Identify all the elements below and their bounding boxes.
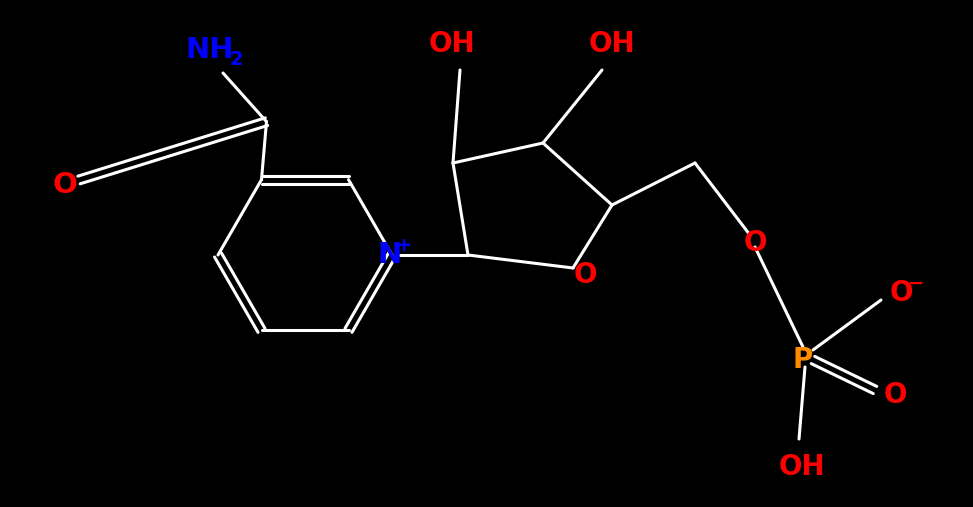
Text: O: O: [889, 279, 913, 307]
Text: OH: OH: [589, 30, 635, 58]
Text: N: N: [377, 241, 401, 269]
Text: OH: OH: [429, 30, 476, 58]
Text: NH: NH: [186, 36, 234, 64]
Text: P: P: [793, 346, 813, 374]
Text: O: O: [743, 229, 767, 257]
Text: O: O: [53, 171, 78, 199]
Text: O: O: [883, 381, 907, 409]
Text: 2: 2: [230, 50, 243, 68]
Text: OH: OH: [778, 453, 825, 481]
Text: −: −: [908, 273, 924, 293]
Text: +: +: [396, 235, 413, 255]
Text: O: O: [573, 261, 596, 289]
